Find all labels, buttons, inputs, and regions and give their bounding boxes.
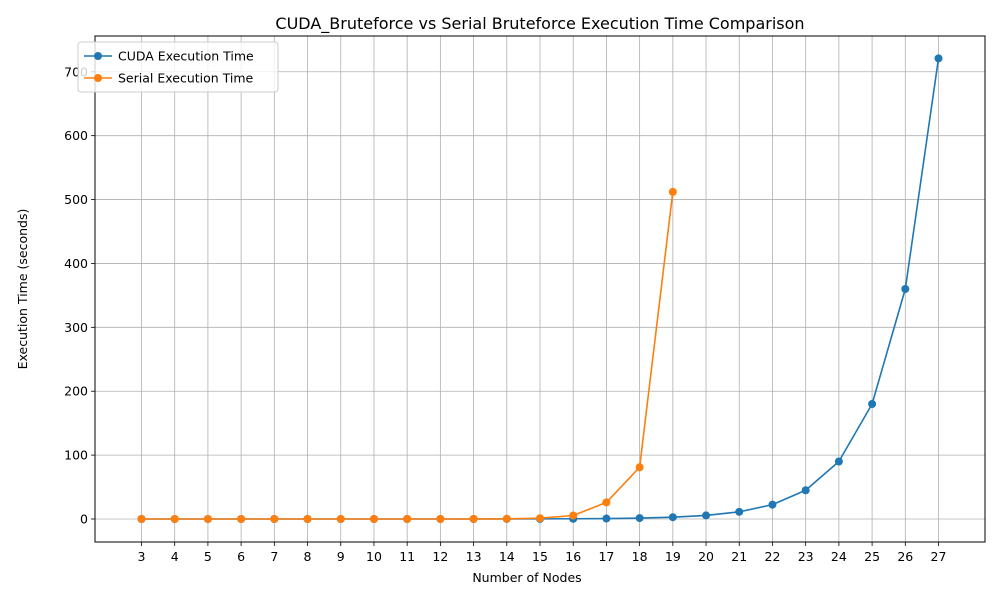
y-tick-label: 100 bbox=[64, 448, 88, 463]
data-point bbox=[801, 486, 810, 495]
legend-marker bbox=[94, 74, 102, 82]
chart-title: CUDA_Bruteforce vs Serial Bruteforce Exe… bbox=[275, 14, 804, 34]
data-point bbox=[502, 514, 511, 523]
x-tick-label: 14 bbox=[499, 549, 515, 564]
y-tick-label: 600 bbox=[64, 128, 88, 143]
x-tick-label: 4 bbox=[171, 549, 179, 564]
data-point bbox=[834, 457, 843, 466]
data-point bbox=[170, 515, 179, 523]
data-point bbox=[868, 400, 877, 408]
legend-label: CUDA Execution Time bbox=[118, 49, 254, 64]
x-tick-label: 8 bbox=[304, 549, 312, 564]
y-tick-label: 0 bbox=[80, 512, 88, 527]
x-axis-label: Number of Nodes bbox=[472, 570, 581, 585]
y-tick-label: 200 bbox=[64, 384, 88, 399]
data-point bbox=[369, 515, 378, 523]
data-point bbox=[536, 514, 544, 523]
data-point bbox=[702, 511, 711, 520]
x-tick-label: 20 bbox=[698, 549, 714, 564]
data-point bbox=[469, 514, 478, 523]
y-tick-label: 300 bbox=[64, 320, 88, 335]
legend-label: Serial Execution Time bbox=[118, 71, 254, 86]
x-tick-label: 23 bbox=[798, 549, 814, 564]
data-point bbox=[934, 54, 943, 63]
x-tick-label: 18 bbox=[632, 549, 648, 564]
data-point bbox=[635, 463, 644, 472]
x-tick-label: 16 bbox=[565, 549, 581, 564]
x-tick-label: 19 bbox=[665, 549, 681, 564]
data-point bbox=[336, 515, 345, 523]
data-point bbox=[203, 515, 212, 523]
data-point bbox=[602, 514, 611, 523]
legend-marker bbox=[94, 52, 102, 60]
x-tick-label: 3 bbox=[138, 549, 146, 564]
x-tick-label: 7 bbox=[270, 549, 278, 564]
data-point bbox=[668, 187, 677, 196]
x-tick-label: 12 bbox=[432, 549, 448, 564]
series-lines bbox=[137, 54, 943, 523]
x-tick-label: 9 bbox=[337, 549, 345, 564]
y-tick-label: 400 bbox=[64, 256, 88, 271]
data-point bbox=[735, 507, 744, 516]
x-tick-label: 27 bbox=[931, 549, 947, 564]
data-point bbox=[635, 514, 644, 523]
x-tick-label: 5 bbox=[204, 549, 212, 564]
data-point bbox=[237, 515, 246, 523]
y-axis-label: Execution Time (seconds) bbox=[15, 209, 30, 370]
series-1 bbox=[137, 187, 677, 523]
x-tick-label: 24 bbox=[831, 549, 847, 564]
x-tick-label: 26 bbox=[897, 549, 913, 564]
data-point bbox=[768, 500, 777, 509]
data-point bbox=[602, 498, 611, 507]
x-tick-label: 17 bbox=[598, 549, 614, 564]
data-point bbox=[569, 511, 578, 520]
legend-frame bbox=[77, 41, 279, 93]
data-point bbox=[403, 515, 412, 523]
data-point bbox=[436, 515, 445, 523]
legend: CUDA Execution Time Serial Execution Time bbox=[77, 41, 279, 93]
y-tick-label: 500 bbox=[64, 192, 88, 207]
data-point bbox=[303, 515, 312, 523]
x-tick-label: 25 bbox=[864, 549, 880, 564]
data-point bbox=[668, 513, 677, 522]
x-tick-label: 22 bbox=[765, 549, 781, 564]
x-tick-label: 10 bbox=[366, 549, 382, 564]
x-tick-label: 6 bbox=[237, 549, 245, 564]
x-tick-label: 21 bbox=[731, 549, 747, 564]
data-point bbox=[270, 515, 279, 523]
data-point bbox=[137, 515, 146, 523]
x-tick-label: 11 bbox=[399, 549, 415, 564]
x-axis-ticks: 3 4 5 6 7 8 9 10 11 12 13 14 15 16 17 18 19 20 21 22 23 24 25 2… bbox=[138, 542, 947, 564]
grid bbox=[95, 36, 985, 542]
data-point bbox=[901, 285, 910, 293]
x-tick-label: 13 bbox=[466, 549, 482, 564]
x-tick-label: 15 bbox=[532, 549, 548, 564]
